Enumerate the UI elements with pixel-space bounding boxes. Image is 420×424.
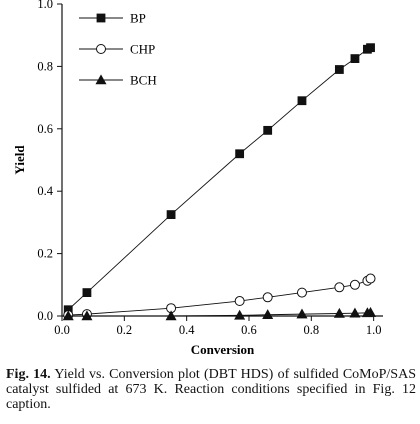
- data-point-chp: [296, 287, 307, 298]
- series-line-chp: [68, 278, 371, 316]
- data-point-chp: [365, 273, 376, 284]
- x-axis-title: Conversion: [191, 342, 255, 357]
- data-point-bch: [333, 307, 345, 318]
- data-point-bch: [262, 309, 274, 320]
- data-point-chp: [96, 44, 106, 54]
- series-line-bch: [68, 312, 371, 317]
- legend-label: BP: [130, 11, 146, 26]
- data-point-bp: [235, 149, 245, 159]
- data-point-chp: [334, 282, 345, 293]
- data-point-bch: [81, 310, 93, 321]
- figure-caption-label: Fig. 14.: [6, 367, 51, 382]
- data-point-bp: [82, 288, 92, 298]
- y-tick-label: 0.4: [37, 184, 53, 198]
- x-tick-label: 1.0: [366, 323, 382, 337]
- data-point-bp: [350, 54, 360, 63]
- data-point-bch: [165, 310, 177, 321]
- data-point-bp: [96, 13, 106, 23]
- data-point-bp: [263, 125, 273, 135]
- data-point-bp: [166, 210, 176, 220]
- series-line-bp: [67, 47, 371, 311]
- legend-label: BCH: [130, 73, 157, 88]
- axis-ticks: 0.0 0.2 0.4 0.6 0.8 1.0 0.0 0.2 0.4 0.6 0.8 1.0: [37, 0, 381, 337]
- data-point-bch: [349, 307, 361, 318]
- x-tick-label: 0.2: [117, 323, 133, 337]
- legend-item-chp: CHP: [79, 42, 155, 57]
- y-tick-label: 1.0: [37, 0, 53, 11]
- data-point-bp: [366, 43, 375, 53]
- y-tick-label: 0.8: [37, 59, 53, 73]
- y-tick-label: 0.2: [37, 247, 53, 261]
- data-point-bch: [95, 74, 107, 85]
- x-tick-label: 0.6: [241, 323, 257, 337]
- series-bp: [63, 43, 375, 315]
- x-tick-label: 0.8: [304, 323, 320, 337]
- data-point-bch: [62, 310, 74, 321]
- x-tick-label: 0.0: [54, 323, 70, 337]
- legend-item-bp: BP: [79, 11, 146, 26]
- figure-caption-text: Yield vs. Conversion plot (DBT HDS) of s…: [6, 367, 416, 412]
- yield-vs-conversion-chart: 0.0 0.2 0.4 0.6 0.8 1.0 0.0 0.2 0.4 0.6 0.8 1.0 BP C…: [12, 0, 383, 357]
- legend: BP CHP BCH: [79, 11, 157, 88]
- series-layer: [62, 43, 377, 321]
- data-point-chp: [262, 292, 273, 303]
- legend-item-bch: BCH: [79, 73, 157, 88]
- y-tick-label: 0.0: [37, 309, 53, 323]
- data-point-bp: [334, 65, 344, 74]
- data-point-bp: [297, 96, 307, 106]
- figure-caption: Fig. 14. Yield vs. Conversion plot (DBT …: [6, 367, 416, 412]
- legend-label: CHP: [130, 42, 155, 57]
- data-point-chp: [234, 296, 245, 307]
- series-chp: [63, 273, 376, 321]
- data-point-chp: [349, 279, 360, 290]
- data-point-bch: [296, 308, 308, 319]
- series-bch: [62, 306, 377, 321]
- y-axis-title: Yield: [12, 145, 27, 175]
- x-tick-label: 0.4: [179, 323, 195, 337]
- data-point-bch: [234, 309, 246, 320]
- y-tick-label: 0.6: [37, 122, 53, 136]
- data-point-bch: [365, 306, 377, 317]
- plot-frame: [61, 4, 383, 317]
